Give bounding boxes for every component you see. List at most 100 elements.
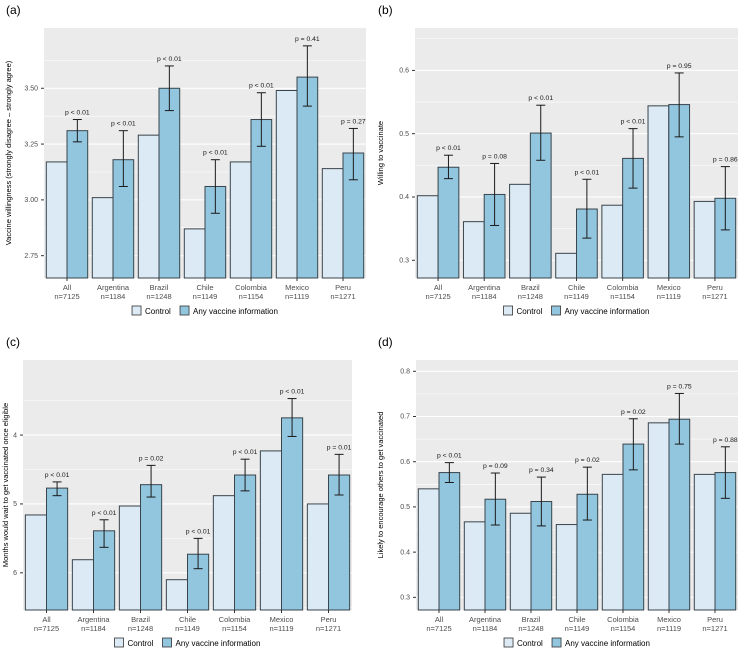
x-category-n-label: n=1154 bbox=[239, 292, 264, 301]
x-category-n-label: n=1119 bbox=[657, 292, 681, 301]
legend: Control Any vaccine information bbox=[114, 637, 260, 648]
bar-control-Peru bbox=[321, 168, 344, 279]
legend: Control Any vaccine information bbox=[131, 305, 278, 316]
y-tick-label: 2.75 bbox=[24, 253, 38, 260]
panel-c: (c) 4 5 6 p < 0.01 All n=7125 p < 0.01 Argentin… bbox=[0, 332, 372, 665]
x-category-n-label: n=1184 bbox=[81, 624, 106, 633]
y-tick-label: 0.8 bbox=[400, 369, 410, 376]
bar-control-Brazil bbox=[509, 183, 531, 279]
bar-control-Colombia bbox=[601, 473, 624, 611]
y-tick-label: 5 bbox=[13, 501, 17, 508]
p-value-label: p = 0.08 bbox=[482, 153, 507, 160]
x-category-label: Colombia bbox=[607, 615, 640, 624]
p-value-label: p = 0.34 bbox=[529, 467, 554, 474]
x-category-n-label: n=1248 bbox=[128, 624, 153, 633]
bar-control-Argentina bbox=[91, 197, 114, 279]
panel-a: (a) 2.75 3.00 3.25 3.50 p < 0.01 All n=7125 p <… bbox=[0, 0, 372, 332]
bar-control-Brazil bbox=[137, 134, 160, 279]
x-category-n-label: n=1149 bbox=[565, 624, 590, 633]
bar-control-Chile bbox=[165, 579, 189, 611]
panel-tag-d: (d) bbox=[378, 335, 393, 349]
p-value-label: p < 0.01 bbox=[203, 150, 228, 157]
bar-treatment-Mexico bbox=[296, 76, 319, 279]
x-category-n-label: n=7125 bbox=[34, 624, 59, 633]
y-tick-label: 0.6 bbox=[399, 68, 409, 75]
legend: Control Any vaccine information bbox=[503, 637, 650, 648]
y-tick-label: 0.3 bbox=[400, 595, 410, 602]
legend-label: Control bbox=[128, 639, 154, 648]
x-category-label: All bbox=[63, 283, 72, 292]
x-category-n-label: n=1154 bbox=[611, 624, 636, 633]
bar-control-Chile bbox=[555, 524, 578, 611]
x-category-label: Chile bbox=[179, 615, 196, 624]
bar-control-All bbox=[416, 195, 439, 279]
x-category-label: Peru bbox=[321, 615, 337, 624]
bar-control-Brazil bbox=[509, 512, 532, 611]
x-category-n-label: n=7125 bbox=[425, 292, 450, 301]
p-value-label: p < 0.01 bbox=[233, 449, 258, 456]
x-category-label: All bbox=[434, 283, 443, 292]
y-tick-label: 0.4 bbox=[400, 549, 410, 556]
x-category-n-label: n=1154 bbox=[222, 624, 247, 633]
y-tick-label: 3.50 bbox=[24, 86, 38, 93]
p-value-label: p < 0.01 bbox=[249, 83, 274, 90]
panel-tag-c: (c) bbox=[6, 335, 20, 349]
y-tick-label: 0.7 bbox=[400, 414, 410, 421]
p-value-label: p = 0.41 bbox=[295, 36, 320, 43]
bar-control-Peru bbox=[306, 503, 330, 611]
x-category-label: Peru bbox=[707, 615, 723, 624]
bar-control-Argentina bbox=[463, 521, 486, 611]
x-category-label: Chile bbox=[568, 283, 585, 292]
bar-control-Colombia bbox=[229, 161, 252, 279]
x-category-n-label: n=1119 bbox=[657, 624, 681, 633]
x-category-n-label: n=1271 bbox=[330, 292, 355, 301]
bar-treatment-Brazil bbox=[158, 87, 181, 279]
x-category-n-label: n=1184 bbox=[101, 292, 126, 301]
bar-control-Peru bbox=[693, 473, 716, 611]
p-value-label: p = 0.02 bbox=[575, 457, 600, 464]
bar-control-Argentina bbox=[71, 559, 94, 611]
y-axis-label: Willing to vaccinate bbox=[376, 121, 385, 185]
p-value-label: p < 0.01 bbox=[436, 145, 461, 152]
bar-control-All bbox=[45, 161, 68, 279]
y-tick-label: 0.6 bbox=[400, 459, 410, 466]
x-category-label: Chile bbox=[196, 283, 213, 292]
x-category-label: Peru bbox=[335, 283, 351, 292]
y-tick-label: 0.5 bbox=[400, 504, 410, 511]
p-value-label: p = 0.02 bbox=[139, 455, 164, 462]
x-category-n-label: n=1149 bbox=[564, 292, 589, 301]
x-category-n-label: n=1271 bbox=[702, 624, 727, 633]
x-category-n-label: n=1149 bbox=[193, 292, 218, 301]
bar-control-All bbox=[417, 488, 440, 611]
x-category-label: Colombia bbox=[219, 615, 252, 624]
x-category-label: Colombia bbox=[607, 283, 640, 292]
p-value-label: p = 0.09 bbox=[483, 463, 508, 470]
y-tick-label: 4 bbox=[13, 432, 17, 439]
bar-treatment-All bbox=[66, 130, 89, 279]
x-category-label: Argentina bbox=[468, 283, 501, 292]
bar-control-Mexico bbox=[647, 105, 670, 279]
x-category-label: Argentina bbox=[97, 283, 130, 292]
p-value-label: p < 0.01 bbox=[111, 121, 136, 128]
x-category-n-label: n=1184 bbox=[472, 292, 497, 301]
x-category-label: Brazil bbox=[150, 283, 169, 292]
bar-control-Chile bbox=[555, 252, 578, 279]
x-category-label: Argentina bbox=[469, 615, 502, 624]
bar-treatment-All bbox=[437, 166, 460, 279]
x-category-n-label: n=7125 bbox=[426, 624, 451, 633]
p-value-label: p < 0.01 bbox=[65, 110, 90, 117]
legend-swatch-treatment bbox=[179, 305, 190, 316]
legend-label: Control bbox=[517, 307, 543, 316]
p-value-label: p < 0.01 bbox=[574, 169, 599, 176]
p-value-label: p < 0.01 bbox=[186, 528, 211, 535]
legend-swatch-control bbox=[503, 637, 514, 648]
y-axis-label: Vaccine willingness (strongly disagree –… bbox=[4, 60, 13, 245]
y-tick-label: 3.00 bbox=[24, 197, 38, 204]
legend-swatch-control bbox=[114, 637, 124, 648]
x-category-n-label: n=1271 bbox=[316, 624, 341, 633]
y-tick-label: 0.3 bbox=[399, 258, 409, 265]
x-category-n-label: n=1248 bbox=[146, 292, 171, 301]
